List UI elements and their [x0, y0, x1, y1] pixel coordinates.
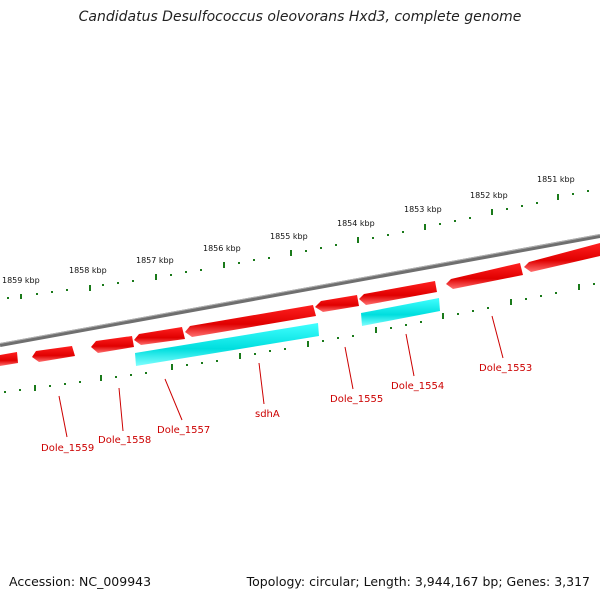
scale-label: 1851 kbp	[537, 175, 575, 184]
scale-label: 1858 kbp	[69, 266, 107, 275]
lower-scale-ticks	[4, 283, 595, 393]
gene-label-dole-1558: Dole_1558	[98, 435, 151, 446]
accession-text: Accession: NC_009943	[9, 574, 152, 589]
gene-labels: Dole_1559 Dole_1558 Dole_1557 sdhA Dole_…	[41, 363, 532, 454]
gene-arrow-dole-1555[interactable]	[315, 295, 359, 312]
gene-arrow-dole-1559[interactable]	[32, 346, 75, 362]
scale-label: 1854 kbp	[337, 219, 375, 228]
gene-label-dole-1554: Dole_1554	[391, 381, 444, 392]
scale-label: 1853 kbp	[404, 205, 442, 214]
scale-label: 1856 kbp	[203, 244, 241, 253]
gene-arrow-dole-1557[interactable]	[134, 327, 185, 345]
gene-arrow-dole-1558[interactable]	[91, 336, 134, 353]
genome-summary: Topology: circular; Length: 3,944,167 bp…	[246, 574, 590, 589]
highlight-genes[interactable]	[135, 298, 440, 366]
scale-label: 1852 kbp	[470, 191, 508, 200]
gene-label-sdha: sdhA	[255, 409, 280, 420]
scale-label: 1855 kbp	[270, 232, 308, 241]
gene-box-sdha[interactable]	[135, 323, 319, 366]
upper-scale-ticks	[7, 190, 589, 299]
genome-backbone	[0, 234, 600, 347]
gene-box-dole-1555-highlight[interactable]	[361, 298, 440, 326]
gene-label-dole-1557: Dole_1557	[157, 425, 210, 436]
scale-labels: 1859 kbp 1858 kbp 1857 kbp 1856 kbp 1855…	[2, 175, 575, 285]
gene-arrow-dole-1553[interactable]	[446, 263, 523, 289]
scale-label: 1859 kbp	[2, 276, 40, 285]
gene-arrow[interactable]	[524, 243, 600, 272]
gene-arrow[interactable]	[0, 352, 18, 366]
label-leaders	[58, 315, 504, 438]
gene-label-dole-1553: Dole_1553	[479, 363, 532, 374]
scale-label: 1857 kbp	[136, 256, 174, 265]
gene-label-dole-1555: Dole_1555	[330, 394, 383, 405]
gene-arrow-sdha-red[interactable]	[185, 305, 316, 337]
genome-title: Candidatus Desulfococcus oleovorans Hxd3…	[78, 9, 522, 25]
gene-arrows[interactable]	[0, 243, 600, 366]
gene-arrow-dole-1554[interactable]	[359, 281, 437, 305]
gene-label-dole-1559: Dole_1559	[41, 443, 94, 454]
